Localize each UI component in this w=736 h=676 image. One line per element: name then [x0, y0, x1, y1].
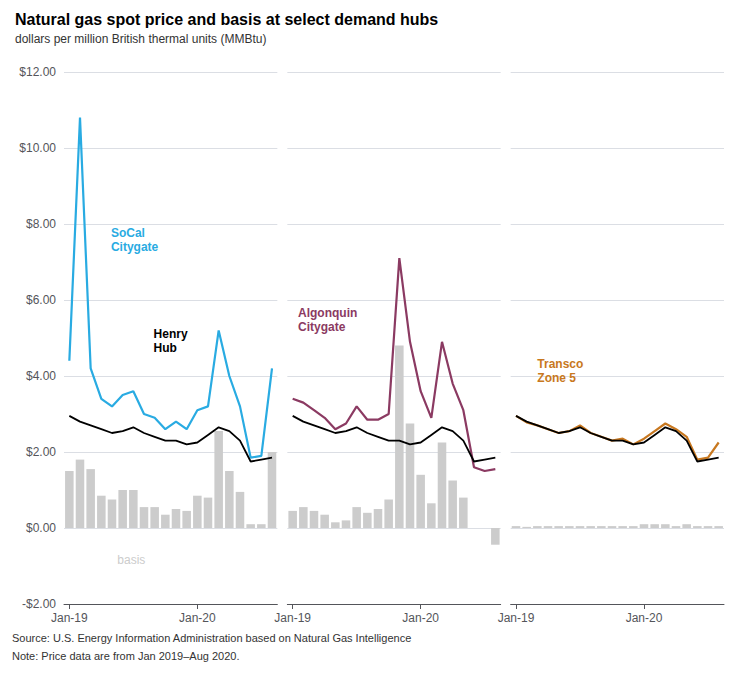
svg-text:Transco: Transco [537, 357, 583, 371]
svg-text:basis: basis [117, 553, 145, 567]
svg-text:$0.00: $0.00 [26, 521, 56, 535]
svg-text:$6.00: $6.00 [26, 293, 56, 307]
svg-text:Algonquin: Algonquin [298, 306, 357, 320]
svg-text:$8.00: $8.00 [26, 217, 56, 231]
svg-text:SoCal: SoCal [111, 226, 145, 240]
svg-text:Jan-19: Jan-19 [51, 611, 88, 625]
svg-text:Jan-20: Jan-20 [179, 611, 216, 625]
svg-text:Jan-20: Jan-20 [626, 611, 663, 625]
svg-text:Note: Price data are from Jan: Note: Price data are from Jan 2019–Aug 2… [12, 650, 239, 662]
svg-text:-$2.00: -$2.00 [22, 597, 56, 611]
svg-text:Natural gas spot price and bas: Natural gas spot price and basis at sele… [15, 11, 438, 28]
svg-text:Citygate: Citygate [298, 320, 346, 334]
svg-text:$12.00: $12.00 [19, 65, 56, 79]
svg-text:Hub: Hub [154, 341, 177, 355]
svg-text:Jan-19: Jan-19 [274, 611, 311, 625]
svg-text:Jan-20: Jan-20 [402, 611, 439, 625]
svg-text:$10.00: $10.00 [19, 141, 56, 155]
svg-text:Source: U.S. Energy Informatio: Source: U.S. Energy Information Administ… [12, 632, 411, 644]
svg-text:dollars per million British th: dollars per million British thermal unit… [15, 32, 266, 46]
svg-text:Zone 5: Zone 5 [537, 371, 576, 385]
svg-text:Citygate: Citygate [111, 240, 159, 254]
svg-text:$4.00: $4.00 [26, 369, 56, 383]
svg-text:$2.00: $2.00 [26, 445, 56, 459]
svg-text:Henry: Henry [154, 327, 188, 341]
svg-text:Jan-19: Jan-19 [498, 611, 535, 625]
